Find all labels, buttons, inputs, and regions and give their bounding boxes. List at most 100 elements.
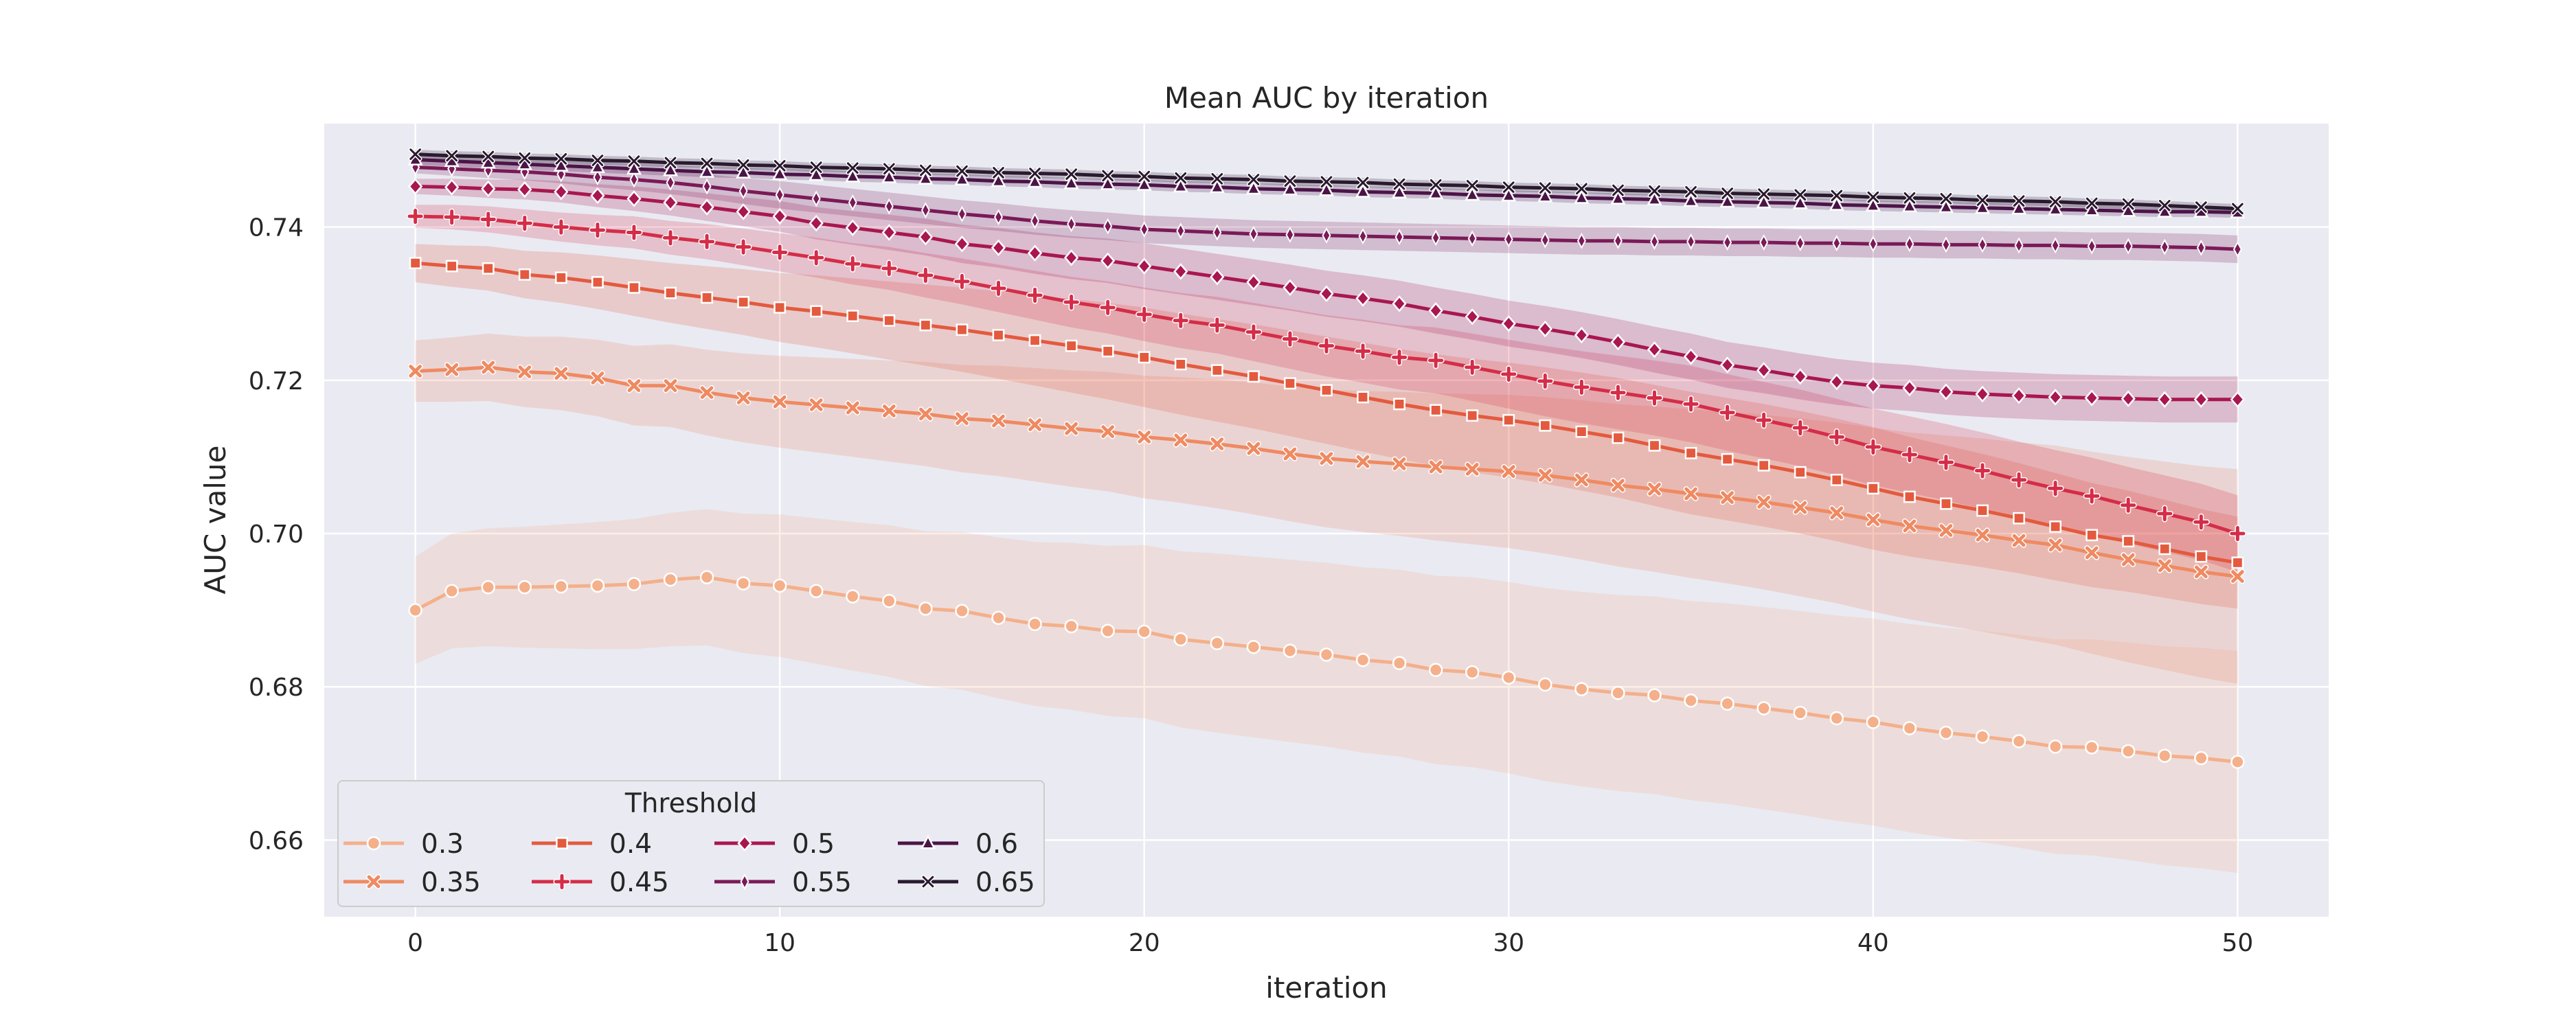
data-point <box>736 158 750 172</box>
data-point <box>407 363 423 379</box>
data-point <box>1609 384 1627 402</box>
data-point <box>1172 312 1190 330</box>
data-point <box>481 580 495 595</box>
data-point <box>1865 196 1881 211</box>
data-point <box>590 370 605 386</box>
data-point <box>2046 479 2064 497</box>
data-point <box>1467 230 1477 247</box>
legend-items: 0.3 0.35 0.4 0.45 0.5 0.55 0.6 0.65 <box>343 829 1035 898</box>
data-point <box>445 260 458 273</box>
legend: Threshold 0.3 0.35 0.4 0.45 0.5 0.55 0.6 0.65 <box>337 780 1045 907</box>
data-point <box>1209 436 1225 452</box>
data-point <box>993 209 1004 226</box>
y-tick-label: 0.72 <box>249 367 304 396</box>
data-point <box>1137 170 1151 183</box>
legend-swatch-marker <box>553 873 571 891</box>
data-point <box>1684 185 1698 199</box>
data-point <box>2085 196 2099 210</box>
data-point <box>1976 504 1989 517</box>
data-point <box>880 260 898 277</box>
ci-band-0.45 <box>415 205 2238 572</box>
legend-title: Threshold <box>624 788 757 819</box>
data-point <box>1756 362 1772 379</box>
data-point <box>1429 178 1443 192</box>
data-point <box>1392 183 1408 198</box>
data-point <box>2158 748 2172 763</box>
data-point <box>736 390 751 406</box>
data-point <box>1719 404 1737 422</box>
data-point <box>2048 201 2064 216</box>
data-point <box>1756 187 1771 201</box>
data-point <box>1063 421 1079 436</box>
data-point <box>809 214 824 232</box>
data-point <box>918 602 933 616</box>
data-point <box>1247 370 1260 383</box>
data-point <box>663 378 678 393</box>
series-points-0.65 <box>408 147 2245 216</box>
data-point <box>1357 391 1369 404</box>
x-tick-labels: 0 10 20 30 40 50 <box>407 929 2253 957</box>
data-point <box>1683 486 1699 501</box>
data-point <box>1176 222 1186 240</box>
x-tick-label: 10 <box>764 929 795 957</box>
data-point <box>1431 229 1440 247</box>
data-point <box>919 319 932 332</box>
data-point <box>1392 456 1407 472</box>
data-point <box>1975 385 1990 403</box>
legend-label: 0.35 <box>421 867 481 898</box>
data-point <box>1940 497 1952 510</box>
data-point <box>1210 364 1223 377</box>
data-point <box>955 164 969 179</box>
data-point <box>1282 181 1298 196</box>
data-point <box>1027 417 1043 433</box>
data-point <box>626 160 642 175</box>
data-point <box>1538 677 1552 692</box>
data-point <box>1901 197 1917 212</box>
data-point <box>1283 174 1297 188</box>
data-point <box>554 365 569 381</box>
data-point <box>1210 636 1225 650</box>
data-point <box>479 210 497 229</box>
data-point <box>1208 316 1226 334</box>
data-point <box>443 208 461 226</box>
data-point <box>845 400 861 415</box>
data-point <box>481 150 495 163</box>
data-point <box>2193 391 2208 408</box>
x-axis-label: iteration <box>1265 971 1387 1005</box>
data-point <box>1247 172 1261 187</box>
data-point <box>2121 552 2136 567</box>
data-point <box>1140 221 1149 238</box>
data-point <box>809 166 824 181</box>
data-point <box>699 385 714 400</box>
data-point <box>1540 231 1550 249</box>
data-point <box>2049 520 2061 533</box>
data-point <box>626 577 642 591</box>
data-point <box>554 579 569 594</box>
data-point <box>1245 180 1261 195</box>
data-point <box>1720 696 1735 711</box>
data-point <box>698 233 716 251</box>
data-point <box>517 364 532 380</box>
data-point <box>1719 193 1735 208</box>
series-points-0.3 <box>408 570 2245 769</box>
data-point <box>2231 556 2244 569</box>
data-point <box>664 156 677 170</box>
data-point <box>1866 190 1880 204</box>
data-point <box>1575 425 1588 438</box>
data-point <box>1319 285 1334 302</box>
data-point <box>2228 525 2246 542</box>
data-point <box>771 243 789 262</box>
data-point <box>1792 194 1808 209</box>
data-point <box>1318 337 1335 355</box>
data-point <box>1719 490 1735 505</box>
data-point <box>590 578 605 593</box>
data-point <box>845 219 860 237</box>
data-point <box>554 271 567 284</box>
data-point <box>589 221 607 239</box>
data-point <box>737 296 750 308</box>
data-point <box>1536 372 1554 390</box>
data-point <box>2195 550 2208 563</box>
data-point <box>444 179 460 196</box>
data-point <box>1100 424 1116 439</box>
data-point <box>1647 688 1662 702</box>
